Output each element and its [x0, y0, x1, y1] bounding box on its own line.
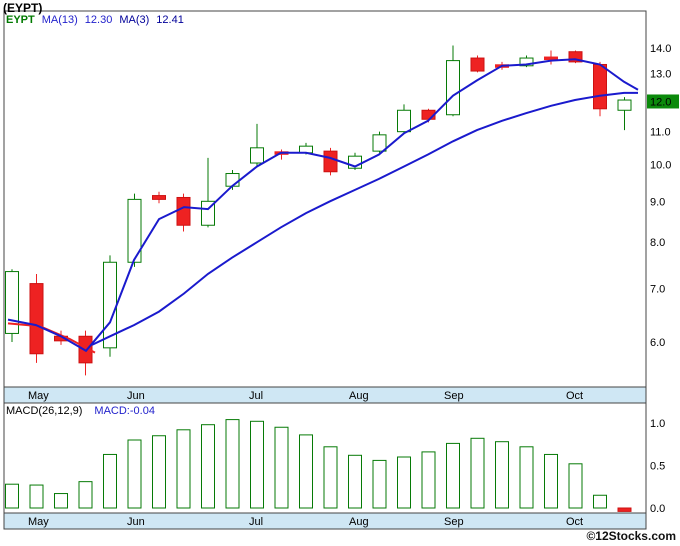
candle-body	[593, 63, 607, 110]
macd-bar	[127, 439, 142, 509]
price-tick-label: 13.0	[650, 69, 671, 81]
candle-body	[323, 150, 338, 173]
current-price-label: 12.0	[650, 96, 671, 108]
macd-legend: MACD(26,12,9) MACD:-0.04	[6, 405, 155, 417]
macd-bar	[544, 453, 558, 509]
price-tick-label: 7.0	[650, 284, 665, 296]
macd-bar	[152, 435, 166, 509]
price-legend: EYPT MA(13) 12.30 MA(3) 12.41	[6, 14, 184, 26]
candle-body	[397, 109, 411, 133]
macd-label: MACD(26,12,9)	[6, 405, 83, 417]
candle-body	[127, 198, 142, 263]
month-axis-band	[3, 512, 647, 530]
candle-body	[176, 196, 191, 226]
month-label: Jun	[127, 390, 145, 402]
ma3-label: MA(3)	[119, 14, 150, 26]
candle-body	[519, 57, 534, 67]
candle-body	[446, 60, 460, 116]
candle-body	[152, 195, 166, 200]
candle-body	[372, 134, 387, 152]
watermark: ©12Stocks.com	[586, 529, 676, 543]
month-label: Oct	[566, 390, 583, 402]
macd-bar	[323, 446, 338, 509]
ticker-title: (EYPT)	[3, 1, 43, 15]
macd-bar	[495, 441, 509, 509]
macd-bar	[593, 494, 607, 509]
macd-bar	[372, 459, 387, 509]
macd-bar	[397, 456, 411, 509]
ma3-value: 12.41	[156, 14, 184, 26]
candle-body	[29, 283, 44, 355]
macd-bar	[274, 426, 289, 509]
ma3-line	[7, 58, 639, 353]
macd-bar	[54, 493, 68, 509]
price-plot-area	[3, 10, 647, 388]
month-label: Sep	[444, 390, 464, 402]
price-tick-label: 11.0	[650, 127, 671, 139]
price-tick-label: 10.0	[650, 160, 671, 172]
candle-body	[617, 99, 632, 111]
macd-bar	[568, 463, 583, 509]
price-tick-label: 14.0	[650, 43, 671, 55]
candle-body	[225, 173, 240, 187]
macd-tick-label: 0.5	[650, 461, 665, 473]
macd-bar	[299, 434, 313, 509]
legend-symbol: EYPT	[6, 14, 35, 26]
macd-bar	[421, 451, 436, 509]
macd-tick-label: 0.0	[650, 503, 665, 515]
macd-tick-label: 1.0	[650, 418, 665, 430]
month-label: Aug	[349, 516, 369, 528]
macd-bar	[446, 442, 460, 509]
macd-value: MACD:-0.04	[94, 405, 155, 417]
macd-bar	[5, 483, 19, 509]
price-tick-label: 6.0	[650, 337, 665, 349]
month-label: Jul	[249, 390, 263, 402]
ma13-value: 12.30	[84, 14, 113, 26]
month-label: Aug	[349, 390, 369, 402]
macd-bar	[78, 481, 93, 509]
macd-bar	[176, 429, 191, 509]
macd-bar-negative	[617, 507, 632, 512]
macd-bar	[201, 424, 215, 509]
current-price-marker	[647, 94, 679, 109]
price-tick-label: 9.0	[650, 196, 665, 208]
candle-body	[5, 271, 19, 334]
month-label: Oct	[566, 516, 583, 528]
macd-bar	[29, 484, 44, 509]
macd-bar	[348, 454, 362, 509]
price-tick-label: 8.0	[650, 237, 665, 249]
ma13-line	[91, 91, 638, 346]
month-label: May	[28, 390, 49, 402]
ma13-label: MA(13)	[41, 14, 78, 26]
month-axis-band	[3, 386, 647, 404]
candle-body	[568, 51, 583, 63]
candle-body	[470, 57, 485, 72]
macd-bar	[250, 420, 264, 509]
candle-body	[250, 147, 264, 164]
month-label: May	[28, 516, 49, 528]
macd-bar	[103, 453, 117, 509]
macd-bar	[519, 446, 534, 509]
month-label: Jul	[249, 516, 263, 528]
candle-doji	[544, 56, 558, 61]
month-label: Sep	[444, 516, 464, 528]
month-label: Jun	[127, 516, 145, 528]
macd-bar	[470, 437, 485, 509]
macd-bar	[225, 419, 240, 509]
